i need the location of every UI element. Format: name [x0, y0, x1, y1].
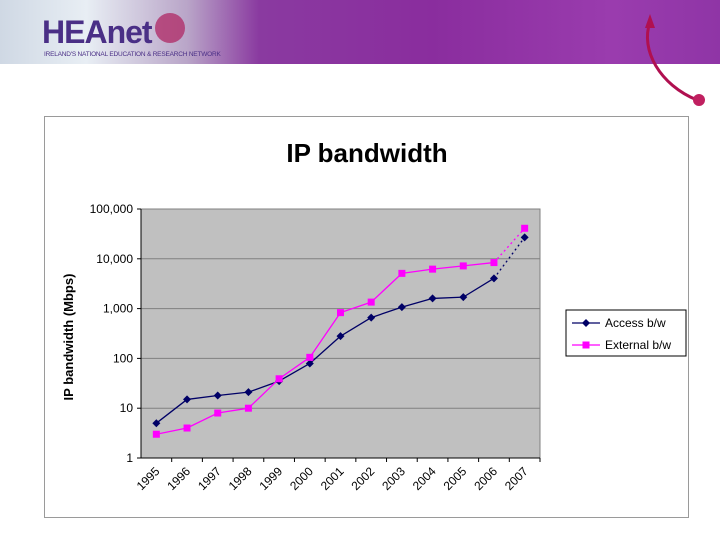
series-line-segment: [186, 394, 218, 401]
data-point: [367, 313, 376, 322]
data-point: [214, 409, 222, 417]
data-point: [244, 388, 253, 397]
series-line-segment: [340, 317, 372, 337]
series-line-segment: [247, 378, 280, 409]
legend-label: External b/w: [605, 338, 671, 352]
data-point: [183, 424, 191, 432]
x-tick-label: 2005: [441, 464, 470, 493]
logo-tagline: IRELAND'S NATIONAL EDUCATION & RESEARCH …: [44, 51, 221, 58]
series-line-segment: [217, 391, 249, 397]
header-banner: [0, 0, 720, 64]
x-tick-label: 2006: [471, 464, 500, 493]
data-point: [428, 294, 437, 303]
x-tick-label: 2007: [502, 464, 531, 493]
data-point: [306, 353, 314, 361]
logo: HEAnet: [42, 14, 153, 50]
y-tick-label: 100: [113, 351, 133, 365]
y-axis-label: IP bandwidth (Mbps): [61, 274, 76, 401]
data-point: [244, 404, 252, 412]
x-tick-label: 1998: [226, 464, 255, 493]
data-point: [367, 298, 375, 306]
series-line-segment: [432, 265, 464, 270]
chart-frame: [44, 116, 689, 518]
series-line-segment: [156, 427, 188, 435]
y-tick-label: 10,000: [96, 252, 133, 266]
y-tick-label: 100,000: [90, 202, 134, 216]
y-tick-label: 1,000: [103, 302, 133, 316]
series-line-segment: [278, 356, 311, 380]
x-tick-label: 1997: [195, 464, 224, 493]
data-point: [459, 262, 467, 270]
series-line-segment: [370, 272, 403, 303]
data-point: [490, 259, 498, 267]
series-line-segment: [432, 296, 464, 300]
series-line-segment: [493, 236, 526, 279]
series-line-segment: [278, 362, 311, 382]
legend-marker: [582, 319, 590, 327]
series-line-segment: [463, 261, 495, 267]
data-point: [213, 391, 222, 400]
x-tick-label: 1995: [134, 464, 163, 493]
series-line-segment: [309, 335, 341, 364]
y-tick-label: 1: [126, 451, 133, 465]
data-point: [305, 359, 314, 368]
series-line-segment: [309, 312, 342, 358]
data-point: [397, 303, 406, 312]
data-point: [520, 233, 529, 242]
x-tick-label: 1996: [164, 464, 193, 493]
data-point: [183, 395, 192, 404]
series-line-segment: [462, 277, 495, 298]
data-point: [337, 309, 344, 317]
data-point: [489, 274, 498, 283]
data-point: [152, 430, 160, 438]
legend-marker: [582, 341, 590, 349]
data-point: [152, 419, 161, 428]
data-point: [275, 375, 283, 383]
data-point: [521, 224, 529, 232]
x-tick-label: 2000: [287, 464, 316, 493]
data-point: [429, 265, 437, 273]
series-line-segment: [217, 407, 249, 414]
chart-title: IP bandwidth: [286, 138, 447, 168]
x-tick-label: 2002: [349, 464, 378, 493]
data-point: [398, 269, 406, 277]
x-tick-label: 1999: [256, 464, 285, 493]
x-tick-label: 2003: [379, 464, 408, 493]
x-tick-label: 2001: [318, 464, 347, 493]
series-line-segment: [401, 297, 433, 308]
legend-label: Access b/w: [605, 316, 666, 330]
data-point: [459, 293, 468, 302]
series-line-segment: [340, 301, 372, 314]
series-line-segment: [370, 306, 403, 319]
series-line-segment: [186, 412, 219, 429]
y-tick-label: 10: [120, 401, 134, 415]
x-tick-label: 2004: [410, 464, 439, 493]
data-point: [336, 332, 345, 341]
series-line-segment: [401, 268, 433, 275]
series-line-segment: [155, 398, 188, 424]
